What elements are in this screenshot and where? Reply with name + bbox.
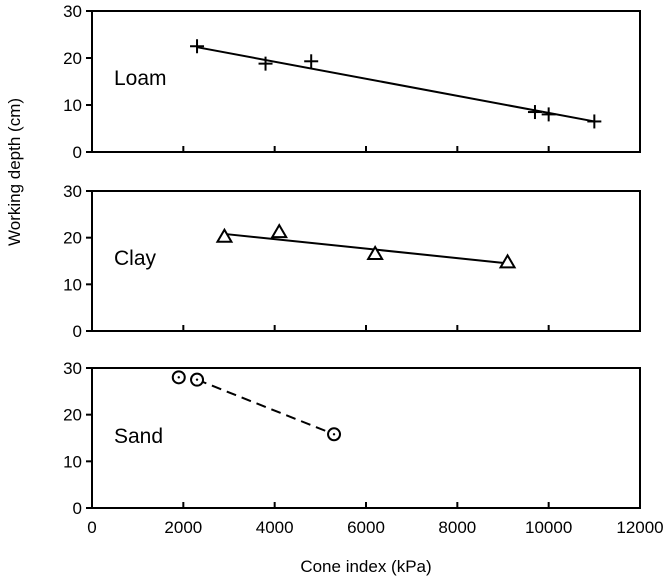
data-point-plus [190, 39, 205, 54]
y-tick-label: 0 [73, 499, 82, 518]
y-tick-label: 0 [73, 322, 82, 341]
y-tick-label: 30 [63, 359, 82, 378]
x-tick-label: 12000 [616, 518, 663, 537]
x-tick-label: 10000 [525, 518, 572, 537]
fit-line [196, 378, 335, 436]
data-point-plus [587, 114, 602, 129]
data-point-plus [304, 54, 319, 69]
panel-loam: 0 10 20 30 Loam [63, 2, 641, 162]
y-tick-label: 0 [73, 143, 82, 162]
y-tick-label: 20 [63, 49, 82, 68]
x-tick-label: 6000 [347, 518, 385, 537]
data-point-plus [258, 56, 273, 71]
panel-frame [91, 190, 641, 332]
x-tick-label: 8000 [438, 518, 476, 537]
panel-sand: 0 10 20 30 Sand 0 2000 4000 6000 8000 10000 12000 [63, 359, 664, 537]
x-axis-title: Cone index (kPa) [300, 557, 431, 576]
data-point-center [332, 433, 336, 436]
data-point-center [177, 376, 180, 379]
fit-line [196, 46, 595, 123]
data-point-triangle [270, 223, 288, 239]
data-point-triangle [366, 245, 384, 260]
panel-frame [91, 367, 641, 509]
data-point-triangle [215, 227, 234, 243]
y-tick-label: 30 [63, 2, 82, 21]
x-tick-label: 4000 [256, 518, 294, 537]
data-point-plus [541, 107, 556, 122]
y-axis-title: Working depth (cm) [5, 98, 24, 246]
y-tick-label: 10 [63, 275, 82, 294]
panel-clay: 0 10 20 30 Clay [63, 182, 641, 341]
x-tick-label: 0 [87, 518, 96, 537]
data-point-plus [527, 105, 542, 120]
x-tick-label: 2000 [164, 518, 202, 537]
y-tick-label: 10 [63, 96, 82, 115]
panels-group: 0 10 20 30 Loam 0 10 20 30 Clay 0 10 20 30 Sand 0 2000 40… [63, 2, 664, 537]
y-tick-label: 20 [63, 406, 82, 425]
y-tick-label: 20 [63, 229, 82, 248]
fit-line [224, 232, 508, 265]
panel-label: Sand [114, 425, 163, 448]
y-tick-label: 30 [63, 182, 82, 201]
panel-frame [91, 10, 641, 153]
data-point-triangle [498, 253, 517, 269]
panel-label: Loam [114, 67, 167, 90]
panel-label: Clay [114, 247, 157, 270]
data-point-center [195, 378, 199, 381]
y-tick-label: 10 [63, 452, 82, 471]
